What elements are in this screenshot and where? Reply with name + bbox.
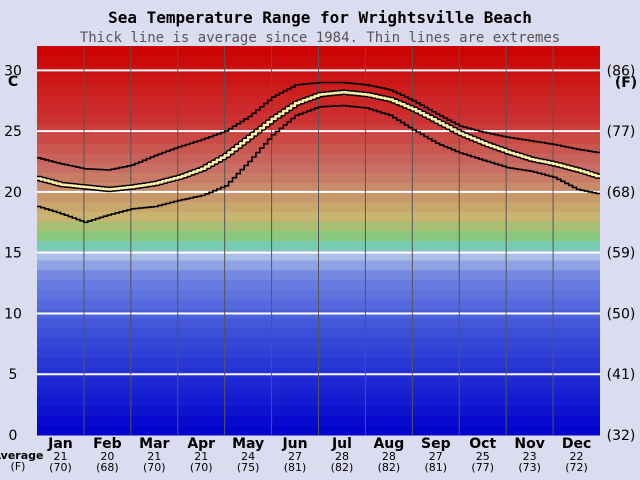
y-tick-label-celsius: 20 [4, 185, 22, 201]
month-average-fahrenheit: (72) [565, 461, 588, 474]
month-average-fahrenheit: (81) [424, 461, 447, 474]
month-average-celsius: 28 [382, 450, 396, 463]
month-label: Aug [373, 436, 404, 452]
month-average-celsius: 27 [288, 450, 302, 463]
month-average-celsius: 21 [53, 450, 67, 463]
y-tick-label-celsius: 0 [9, 428, 18, 444]
month-average-celsius: 21 [194, 450, 208, 463]
month-average-fahrenheit: (70) [49, 461, 72, 474]
y-tick-label-fahrenheit: (68) [607, 185, 636, 201]
month-label: Jul [331, 436, 352, 452]
month-average-celsius: 24 [241, 450, 255, 463]
month-label: Oct [469, 436, 496, 452]
month-label: Mar [139, 436, 169, 452]
month-label: Feb [93, 436, 122, 452]
month-average-celsius: 27 [429, 450, 443, 463]
month-dividers [83, 46, 554, 435]
chart-title: Sea Temperature Range for Wrightsville B… [108, 8, 532, 27]
y-tick-label-fahrenheit: (86) [607, 63, 636, 79]
month-average-celsius: 21 [147, 450, 161, 463]
average-row-label: Average [0, 449, 43, 462]
month-label: Dec [562, 436, 591, 452]
month-average-fahrenheit: (77) [471, 461, 494, 474]
month-label: Nov [514, 436, 544, 452]
month-label: May [232, 436, 264, 452]
y-tick-label-celsius: 10 [4, 306, 22, 322]
y-tick-label-fahrenheit: (59) [607, 246, 636, 262]
month-label: Jan [47, 436, 73, 452]
month-average-celsius: 23 [523, 450, 537, 463]
y-tick-label-fahrenheit: (41) [607, 367, 636, 383]
y-tick-label-fahrenheit: (50) [607, 306, 636, 322]
month-label: Jun [281, 436, 307, 452]
y-tick-label-celsius: 15 [4, 246, 22, 262]
month-average-fahrenheit: (70) [143, 461, 166, 474]
month-average-celsius: 28 [335, 450, 349, 463]
month-label: Sep [421, 436, 451, 452]
month-average-fahrenheit: (70) [190, 461, 213, 474]
x-axis-labels: Jan21(70)Feb20(68)Mar21(70)Apr21(70)May2… [47, 436, 591, 474]
max-extreme-line [37, 81, 600, 171]
y-tick-label-celsius: 5 [9, 367, 18, 383]
y-tick-label-fahrenheit: (77) [607, 124, 636, 140]
y-axis-ticks: 0 (32) 5 (41) 10 (50) 15 (59) 20 (68) 25 (77) 30 (86) [4, 63, 635, 444]
month-average-fahrenheit: (75) [237, 461, 260, 474]
average-line [37, 90, 600, 191]
min-extreme-line [37, 104, 600, 224]
y-tick-label-celsius: 25 [4, 124, 22, 140]
month-average-celsius: 20 [100, 450, 114, 463]
month-average-fahrenheit: (73) [518, 461, 541, 474]
average-row-unit: (F) [11, 460, 26, 473]
y-axis-label-celsius: C [8, 74, 18, 90]
month-average-fahrenheit: (81) [284, 461, 307, 474]
month-average-celsius: 22 [570, 450, 584, 463]
y-tick-label-fahrenheit: (32) [607, 428, 636, 444]
y-axis-label-fahrenheit: (F) [615, 75, 637, 91]
chart-subtitle: Thick line is average since 1984. Thin l… [80, 30, 560, 46]
month-average-fahrenheit: (68) [96, 461, 119, 474]
temperature-series [37, 81, 600, 224]
month-label: Apr [187, 436, 215, 452]
month-average-celsius: 25 [476, 450, 490, 463]
y-tick-label-celsius: 30 [4, 63, 22, 79]
month-average-fahrenheit: (82) [378, 461, 401, 474]
month-average-fahrenheit: (82) [331, 461, 354, 474]
